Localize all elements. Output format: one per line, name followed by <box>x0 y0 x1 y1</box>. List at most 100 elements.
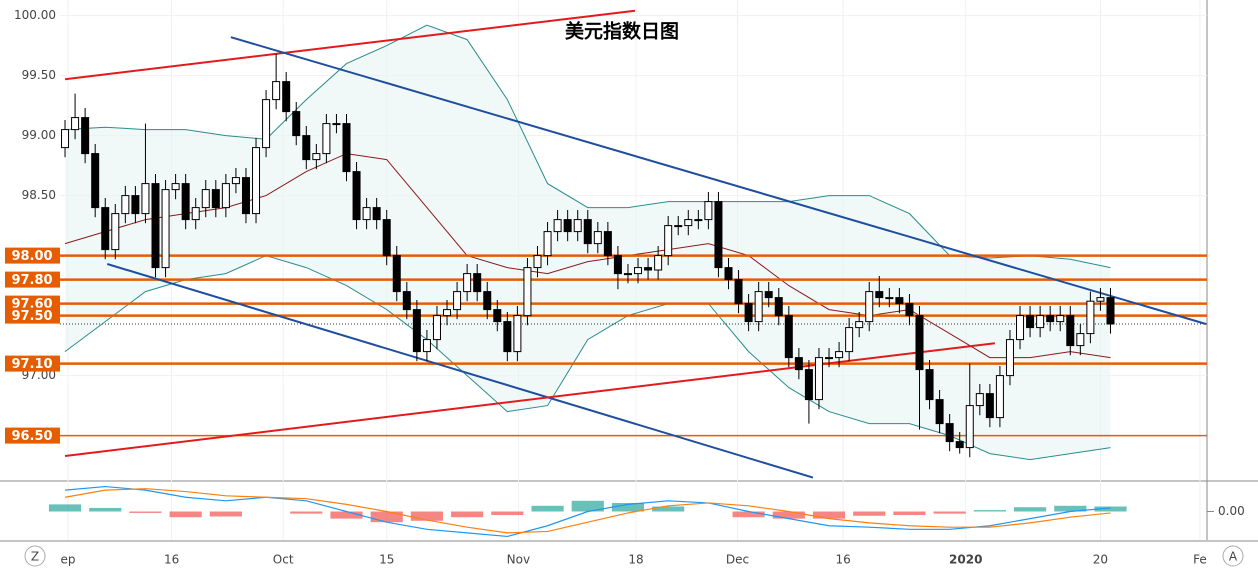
candle-body <box>71 117 80 131</box>
candle-body <box>161 189 170 269</box>
candle-body <box>865 291 874 323</box>
histogram-bar <box>129 511 162 513</box>
histogram-bar <box>209 511 242 517</box>
candle-body <box>282 81 291 113</box>
candle-body <box>1076 333 1085 347</box>
candle-body <box>623 273 632 276</box>
candle-body <box>955 441 964 449</box>
auto-button-label[interactable]: A <box>1229 550 1238 564</box>
candle-body <box>322 123 331 155</box>
candle-body <box>1016 315 1025 341</box>
candle-body <box>473 273 482 293</box>
candle-body <box>422 339 431 353</box>
candle-body <box>171 183 180 191</box>
candle-body <box>191 207 200 221</box>
candle-body <box>493 309 502 323</box>
candle-body <box>825 357 834 360</box>
candle-body <box>563 219 572 233</box>
histogram-bar <box>853 511 886 516</box>
signal-line <box>64 488 1111 534</box>
x-tick-label: 15 <box>379 553 394 567</box>
histogram-bar <box>652 506 685 512</box>
x-tick-label: Nov <box>507 553 530 567</box>
histogram-bar <box>1013 507 1047 512</box>
band-upper <box>64 24 1111 269</box>
candle-body <box>483 291 492 311</box>
histogram-bar <box>290 511 323 514</box>
candle-body <box>593 231 602 245</box>
candle-body <box>443 309 452 317</box>
candle-body <box>804 369 813 401</box>
candle-body <box>664 225 673 257</box>
histogram-bar <box>410 511 444 521</box>
candle-body <box>211 189 220 209</box>
candle-body <box>895 297 904 305</box>
histogram-bar <box>1094 506 1127 512</box>
level-label-box <box>5 247 60 264</box>
candle-body <box>754 291 763 323</box>
candle-body <box>704 201 713 221</box>
candle-body <box>1026 315 1035 329</box>
candle-body <box>453 291 462 311</box>
candle-body <box>513 315 522 353</box>
level-label-box <box>5 427 60 444</box>
candle-body <box>1036 315 1045 329</box>
candle-body <box>674 225 683 228</box>
candle-body <box>875 291 884 299</box>
candle-body <box>272 81 281 101</box>
candle-body <box>412 309 421 353</box>
histogram-bar <box>451 511 484 518</box>
candle-body <box>573 219 582 233</box>
candle-body <box>744 303 753 323</box>
candle-body <box>885 297 894 300</box>
candle-body <box>855 321 864 329</box>
trend-line <box>64 9 636 81</box>
auto-button[interactable] <box>1222 545 1244 567</box>
band-lower <box>64 255 1111 461</box>
candle-body <box>111 213 120 251</box>
candle-body <box>905 303 914 317</box>
candle-body <box>402 291 411 311</box>
level-label: 96.50 <box>11 429 52 444</box>
candle-body <box>975 393 984 407</box>
candle-body <box>382 219 391 257</box>
candle-body <box>684 219 693 227</box>
candle-body <box>1056 315 1065 323</box>
candle-body <box>121 195 130 215</box>
candle-body <box>654 255 663 271</box>
x-tick-label: 2020 <box>949 553 982 567</box>
candle-body <box>935 399 944 425</box>
candle-body <box>292 111 301 137</box>
candle-body <box>784 315 793 359</box>
candle-body <box>131 195 140 215</box>
histogram-bar <box>48 504 82 512</box>
candle-body <box>1096 297 1105 302</box>
histogram-bar <box>933 511 966 514</box>
candle-body <box>603 231 612 257</box>
zoom-button[interactable] <box>24 545 46 567</box>
candle-body <box>252 147 261 215</box>
candle-body <box>814 357 823 401</box>
candle-body <box>965 405 974 449</box>
candle-body <box>141 183 150 215</box>
histogram-bar <box>973 510 1006 512</box>
candle-body <box>312 153 321 161</box>
trend-line <box>230 36 1207 325</box>
zoom-button-label[interactable]: Z <box>31 550 39 564</box>
candle-body <box>995 375 1004 419</box>
trend-lines <box>64 9 1207 479</box>
axes: ep 16 Oct 15 Nov 18 Dec 16 2020 20 Fe97.0098.5099.… <box>5 8 1245 567</box>
candle-body <box>201 189 210 209</box>
macd-panel <box>48 485 1127 538</box>
candle-body <box>81 117 90 155</box>
candle-body <box>724 267 733 281</box>
histogram-bar <box>893 511 926 516</box>
y-tick-label: 99.50 <box>22 68 56 82</box>
candle-body <box>845 327 854 353</box>
histogram-bar <box>531 505 564 512</box>
candle-body <box>1066 315 1075 347</box>
candle-body <box>342 123 351 173</box>
candle-body <box>332 123 341 126</box>
candle-body <box>181 183 190 221</box>
